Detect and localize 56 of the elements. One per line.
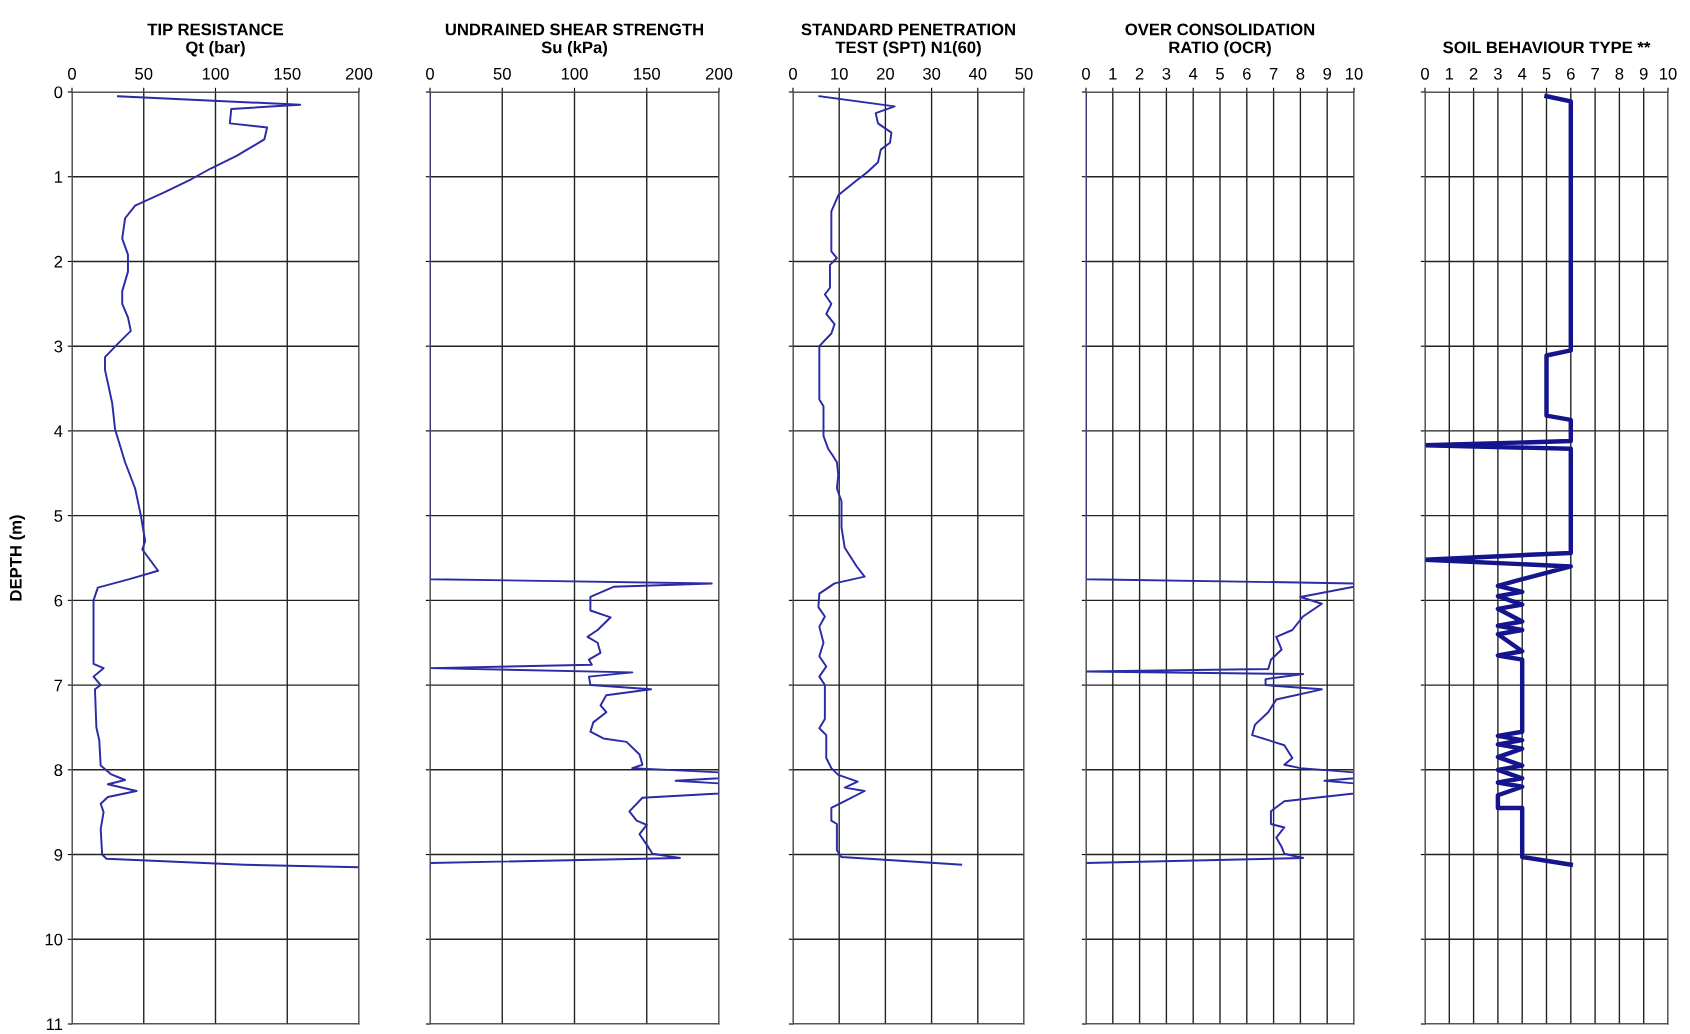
x-tick-label: 5 bbox=[1216, 68, 1224, 80]
chart-title: STANDARD PENETRATION TEST (SPT) N1(60) bbox=[801, 23, 1015, 57]
x-tick-label: 4 bbox=[1517, 68, 1527, 80]
x-tick-label: 50 bbox=[135, 67, 153, 80]
y-tick-label: 1 bbox=[54, 171, 63, 183]
x-tick-label: 0 bbox=[426, 67, 434, 80]
chart-title: TIP RESISTANCE Qt (bar) bbox=[147, 23, 284, 57]
x-tick-label: 6 bbox=[1243, 67, 1251, 80]
chart-title: SOIL BEHAVIOUR TYPE ** bbox=[1443, 41, 1651, 54]
x-tick-label: 150 bbox=[274, 67, 301, 80]
x-tick-label: 1 bbox=[1109, 68, 1117, 80]
x-tick-label: 2 bbox=[1135, 67, 1144, 80]
x-tick-label: 100 bbox=[561, 67, 588, 80]
x-tick-label: 9 bbox=[1323, 67, 1332, 80]
x-tick-label: 7 bbox=[1591, 68, 1599, 80]
x-tick-label: 20 bbox=[876, 67, 895, 80]
x-tick-label: 0 bbox=[789, 67, 797, 80]
y-tick-label: 7 bbox=[54, 679, 63, 692]
y-tick-label: 10 bbox=[45, 933, 63, 946]
chart-title: UNDRAINED SHEAR STRENGTH Su (kPa) bbox=[445, 23, 704, 57]
x-tick-label: 0 bbox=[1421, 67, 1429, 80]
x-tick-label: 50 bbox=[493, 67, 511, 80]
x-tick-label: 9 bbox=[1639, 67, 1648, 80]
y-tick-label: 8 bbox=[54, 764, 63, 777]
x-tick-label: 3 bbox=[1162, 67, 1171, 80]
y-tick-label: 6 bbox=[54, 594, 63, 607]
y-tick-label: 11 bbox=[46, 1018, 63, 1031]
x-tick-label: 6 bbox=[1567, 67, 1575, 80]
x-tick-label: 1 bbox=[1445, 68, 1454, 80]
y-tick-label: 4 bbox=[54, 425, 63, 437]
x-tick-label: 0 bbox=[1082, 67, 1090, 80]
x-tick-label: 200 bbox=[705, 67, 733, 80]
y-tick-label: 0 bbox=[54, 86, 63, 99]
x-tick-label: 4 bbox=[1188, 68, 1198, 80]
y-tick-label: 5 bbox=[54, 510, 63, 522]
x-tick-label: 150 bbox=[634, 67, 660, 80]
x-tick-label: 5 bbox=[1542, 68, 1551, 80]
x-tick-label: 10 bbox=[1660, 67, 1677, 80]
y-tick-label: 3 bbox=[54, 340, 63, 353]
x-tick-label: 10 bbox=[831, 67, 848, 80]
y-tick-label: 9 bbox=[54, 848, 63, 861]
y-tick-label: 2 bbox=[54, 255, 63, 268]
chart-title: OVER CONSOLIDATION RATIO (OCR) bbox=[1125, 23, 1315, 57]
x-tick-label: 40 bbox=[968, 67, 987, 80]
y-axis-title: DEPTH (m) bbox=[9, 515, 25, 601]
x-tick-label: 8 bbox=[1296, 67, 1305, 80]
x-tick-label: 10 bbox=[1346, 67, 1363, 80]
x-tick-label: 3 bbox=[1493, 67, 1502, 80]
x-tick-label: 30 bbox=[922, 67, 941, 80]
x-tick-label: 0 bbox=[68, 67, 76, 80]
x-tick-label: 200 bbox=[345, 67, 373, 80]
x-tick-label: 2 bbox=[1469, 67, 1478, 80]
x-tick-label: 100 bbox=[202, 67, 229, 80]
x-tick-label: 50 bbox=[1015, 67, 1033, 80]
x-tick-label: 7 bbox=[1269, 68, 1278, 80]
x-tick-label: 8 bbox=[1615, 67, 1624, 80]
